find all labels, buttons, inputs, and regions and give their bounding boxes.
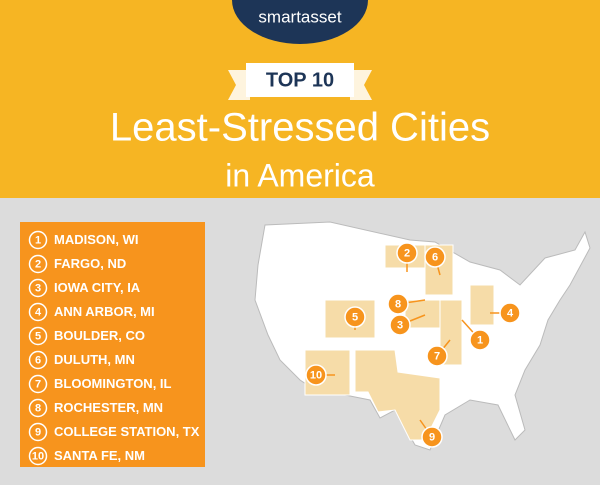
badge-text: TOP 10 [266, 69, 334, 91]
marker-number: 6 [432, 251, 438, 263]
map-marker [305, 364, 327, 386]
city-name: SANTA FE, NM [54, 448, 145, 463]
city-name: MADISON, WI [54, 232, 139, 247]
rank-circle [28, 230, 48, 250]
city-name: ANN ARBOR, MI [54, 304, 155, 319]
marker-number: 8 [395, 298, 401, 310]
rank-number: 2 [35, 258, 41, 270]
rank-number: 10 [32, 450, 44, 462]
subtitle: in America [225, 157, 375, 193]
rank-circle [28, 326, 48, 346]
marker-number: 5 [352, 311, 358, 323]
marker-number: 3 [397, 319, 403, 331]
map-marker [389, 314, 411, 336]
rank-number: 3 [35, 282, 41, 294]
rank-number: 4 [35, 306, 42, 318]
city-name: IOWA CITY, IA [54, 280, 141, 295]
list-box [20, 222, 205, 467]
map-marker [344, 306, 366, 328]
map [254, 221, 591, 451]
rank-circle [28, 398, 48, 418]
badge [246, 63, 354, 97]
map-marker [426, 345, 448, 367]
title: Least-Stressed Cities [110, 106, 490, 150]
rank-circle [28, 422, 48, 442]
logo: smartasset [258, 7, 341, 26]
rank-number: 9 [35, 426, 41, 438]
rank-number: 8 [35, 402, 41, 414]
logo-badge [232, 0, 368, 44]
city-name: ROCHESTER, MN [54, 400, 163, 415]
ribbon [228, 70, 250, 100]
ribbon [350, 70, 372, 100]
marker-number: 4 [507, 307, 514, 319]
rank-number: 1 [35, 234, 41, 246]
city-name: FARGO, ND [54, 256, 126, 271]
map-marker [421, 426, 443, 448]
city-name: BLOOMINGTON, IL [54, 376, 172, 391]
map-marker [499, 302, 521, 324]
city-name: DULUTH, MN [54, 352, 135, 367]
city-name: BOULDER, CO [54, 328, 145, 343]
rank-circle [28, 278, 48, 298]
rank-circle [28, 350, 48, 370]
marker-number: 10 [310, 369, 322, 381]
map-marker [396, 242, 418, 264]
marker-number: 7 [434, 350, 440, 362]
rank-circle [28, 446, 48, 466]
rank-circle [28, 302, 48, 322]
rank-number: 5 [35, 330, 41, 342]
marker-number: 9 [429, 431, 435, 443]
rank-number: 7 [35, 378, 41, 390]
rank-circle [28, 374, 48, 394]
rank-circle [28, 254, 48, 274]
city-name: COLLEGE STATION, TX [54, 424, 200, 439]
marker-number: 1 [477, 334, 483, 346]
rank-number: 6 [35, 354, 41, 366]
map-marker [387, 293, 409, 315]
marker-number: 2 [404, 247, 410, 259]
map-marker [469, 329, 491, 351]
map-marker [424, 246, 446, 268]
